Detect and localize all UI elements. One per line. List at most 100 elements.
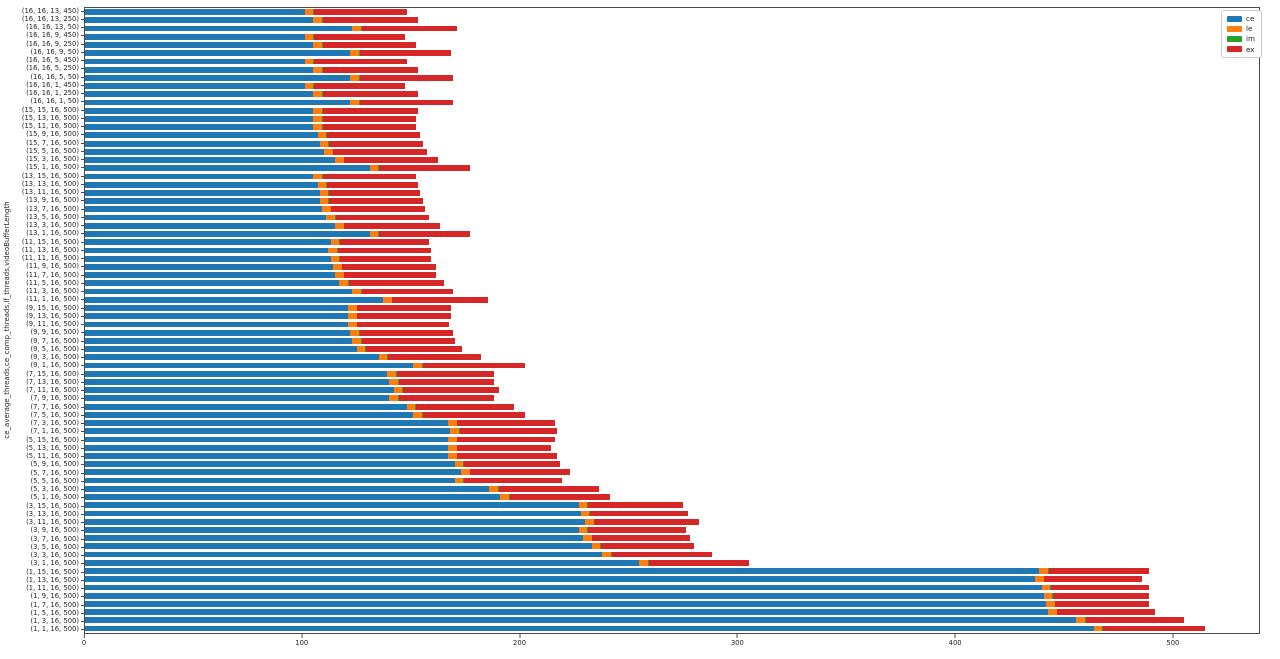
- bar-segment-le: [448, 436, 457, 443]
- legend: ce le im ex: [1221, 10, 1262, 58]
- y-tick-label: (1, 13, 16, 500): [0, 576, 84, 584]
- bar-segment-le: [580, 510, 590, 517]
- y-tick-label: (16, 16, 1, 50): [0, 98, 84, 106]
- x-tick-mark: [736, 634, 738, 638]
- bar-segment-im: [321, 173, 323, 180]
- bar-row: [85, 279, 1259, 287]
- bar-segment-le: [304, 83, 314, 89]
- y-tick-label: (13, 1, 16, 500): [0, 230, 84, 238]
- plot-area: [84, 7, 1260, 634]
- stacked-bar: [85, 584, 1259, 591]
- y-tick-label: (9, 11, 16, 500): [0, 321, 84, 329]
- stacked-bar: [85, 362, 1259, 369]
- stacked-bar: [85, 116, 1259, 122]
- bar-segment-ce: [85, 206, 322, 213]
- bar-segment-im: [589, 510, 591, 517]
- bar-segment-im: [339, 239, 340, 246]
- bar-row: [85, 263, 1259, 271]
- bar-segment-im: [361, 25, 362, 32]
- bar-segment-im: [341, 263, 343, 270]
- bar-segment-im: [313, 58, 314, 65]
- stacked-bar: [85, 263, 1259, 270]
- bar-segment-im: [343, 222, 345, 229]
- bar-segment-im: [328, 140, 330, 147]
- y-tick-label: (16, 16, 9, 250): [0, 40, 84, 48]
- stacked-bar: [85, 526, 1259, 533]
- stacked-bar: [85, 321, 1259, 328]
- bar-segment-im: [498, 485, 499, 492]
- stacked-bar: [85, 444, 1259, 451]
- bar-segment-le: [585, 518, 594, 525]
- bar-segment-ce: [85, 165, 370, 172]
- bar-segment-im: [1048, 568, 1049, 574]
- legend-entry-im: im: [1227, 34, 1255, 44]
- legend-label-im: im: [1246, 34, 1255, 44]
- x-tick: 200: [513, 634, 526, 647]
- bar-segment-ex: [648, 559, 749, 566]
- stacked-bar: [85, 379, 1259, 385]
- bar-segment-im: [456, 420, 458, 426]
- bar-segment-ex: [1055, 600, 1149, 607]
- bar-segment-ce: [85, 66, 314, 73]
- bar-segment-im: [387, 354, 388, 361]
- bar-segment-ex: [331, 206, 425, 213]
- bar-segment-im: [587, 502, 588, 509]
- bar-segment-im: [313, 33, 314, 40]
- stacked-bar: [85, 222, 1259, 229]
- bar-segment-im: [321, 107, 323, 114]
- bar-segment-le: [339, 280, 349, 287]
- bar-segment-ce: [85, 510, 581, 517]
- bar-segment-ex: [366, 346, 462, 352]
- bar-segment-im: [358, 50, 360, 57]
- bar-segment-ex: [509, 494, 610, 500]
- stacked-bar: [85, 107, 1259, 114]
- bar-segment-le: [413, 411, 422, 418]
- y-tick-label: (11, 11, 16, 500): [0, 255, 84, 263]
- legend-entry-ex: ex: [1227, 45, 1255, 53]
- stacked-bar: [85, 255, 1259, 262]
- bar-segment-le: [350, 50, 359, 57]
- bar-segment-im: [648, 559, 649, 566]
- bar-segment-ex: [422, 362, 525, 369]
- stacked-bar: [85, 66, 1259, 73]
- bar-segment-le: [313, 66, 322, 73]
- bar-segment-ex: [322, 91, 419, 98]
- bar-segment-le: [406, 403, 416, 410]
- y-tick-labels: (16, 16, 13, 450) (16, 16, 13, 250) (16, 1…: [0, 7, 84, 634]
- bar-row: [85, 460, 1259, 468]
- bar-segment-ce: [85, 231, 370, 237]
- bar-segment-im: [343, 157, 345, 163]
- bar-segment-ex: [457, 444, 551, 451]
- y-tick-label: (15, 13, 16, 500): [0, 114, 84, 122]
- bar-segment-ce: [85, 518, 586, 525]
- bar-segment-le: [304, 9, 314, 16]
- bar-segment-im: [1085, 617, 1086, 624]
- bar-segment-le: [352, 25, 362, 32]
- bar-segment-im: [378, 231, 380, 237]
- x-tick-label: 400: [948, 639, 962, 647]
- bar-segment-ex: [498, 485, 599, 492]
- stacked-bar: [85, 157, 1259, 163]
- bar-segment-ce: [85, 559, 640, 566]
- bar-segment-le: [313, 42, 322, 48]
- stacked-bar: [85, 91, 1259, 98]
- bar-segment-ex: [1044, 576, 1143, 583]
- bar-segment-ex: [313, 33, 406, 40]
- stacked-bar: [85, 198, 1259, 205]
- bar-segment-le: [319, 198, 329, 205]
- bar-row: [85, 304, 1259, 312]
- bar-segment-ce: [85, 25, 353, 32]
- stacked-bar: [85, 140, 1259, 147]
- bar-segment-ex: [337, 247, 432, 254]
- bar-segment-le: [324, 148, 333, 155]
- bar-segment-im: [321, 116, 323, 122]
- stacked-bar: [85, 83, 1259, 89]
- bar-segment-im: [332, 148, 334, 155]
- y-tick-label: (7, 1, 16, 500): [0, 428, 84, 436]
- y-tick-label: (5, 1, 16, 500): [0, 494, 84, 502]
- y-tick-label: (16, 16, 13, 250): [0, 15, 84, 23]
- bar-segment-ex: [587, 526, 686, 533]
- bar-segment-im: [421, 362, 423, 369]
- bar-segment-ce: [85, 124, 314, 131]
- bar-segment-le: [356, 346, 366, 352]
